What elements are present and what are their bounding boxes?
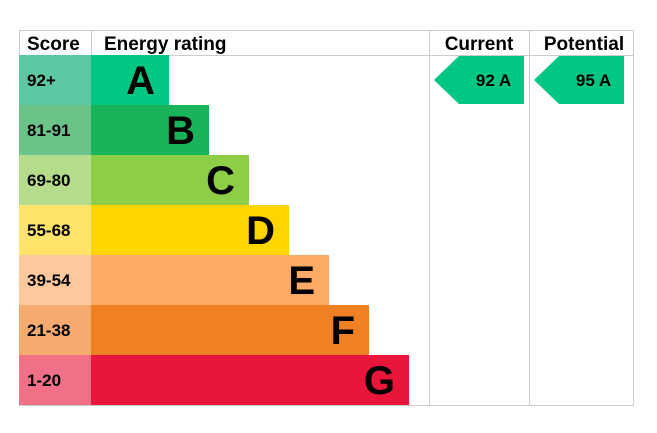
potential-marker-arrow	[534, 56, 624, 104]
band-score-cell-d	[19, 205, 91, 255]
band-row-a: 92+ A	[19, 55, 169, 105]
band-range-f: 21-38	[27, 321, 70, 340]
band-score-cell-e	[19, 255, 91, 305]
band-row-f: 21-38 F	[19, 305, 369, 355]
band-range-c: 69-80	[27, 171, 70, 190]
band-row-d: 55-68 D	[19, 205, 289, 255]
potential-marker-label: 95 A	[576, 71, 611, 90]
band-letter-e: E	[288, 259, 315, 303]
band-bar-c	[91, 155, 249, 205]
current-marker-label: 92 A	[476, 71, 511, 90]
band-row-b: 81-91 B	[19, 105, 209, 155]
band-letter-f: F	[331, 309, 355, 353]
band-row-c: 69-80 C	[19, 155, 249, 205]
current-marker-arrow	[434, 56, 524, 104]
band-range-e: 39-54	[27, 271, 71, 290]
band-range-d: 55-68	[27, 221, 70, 240]
band-bar-d	[91, 205, 289, 255]
band-score-cell-g	[19, 355, 91, 405]
band-range-a: 92+	[27, 71, 56, 90]
header-energy-rating: Energy rating	[104, 34, 226, 55]
band-range-b: 81-91	[27, 121, 70, 140]
rating-markers: 92 A 95 A	[434, 56, 624, 104]
band-letter-g: G	[364, 359, 395, 403]
band-row-e: 39-54 E	[19, 255, 329, 305]
header-current: Current	[445, 34, 514, 55]
band-letter-c: C	[206, 159, 235, 203]
band-score-cell-c	[19, 155, 91, 205]
band-bar-e	[91, 255, 329, 305]
header-score: Score	[27, 34, 80, 55]
band-letter-b: B	[166, 109, 195, 153]
band-score-cell-a	[19, 55, 91, 105]
rating-bands: 92+ A 81-91 B 69-80 C 55-68 D 39-54 E 21-38 F 1-20 G	[19, 55, 409, 405]
band-range-g: 1-20	[27, 371, 61, 390]
band-score-cell-f	[19, 305, 91, 355]
band-bar-a	[91, 55, 169, 105]
band-row-g: 1-20 G	[19, 355, 409, 405]
band-bar-f	[91, 305, 369, 355]
band-bar-g	[91, 355, 409, 405]
header-potential: Potential	[544, 34, 624, 55]
band-score-cell-b	[19, 105, 91, 155]
band-bar-b	[91, 105, 209, 155]
band-letter-a: A	[126, 59, 155, 103]
band-letter-d: D	[246, 209, 275, 253]
